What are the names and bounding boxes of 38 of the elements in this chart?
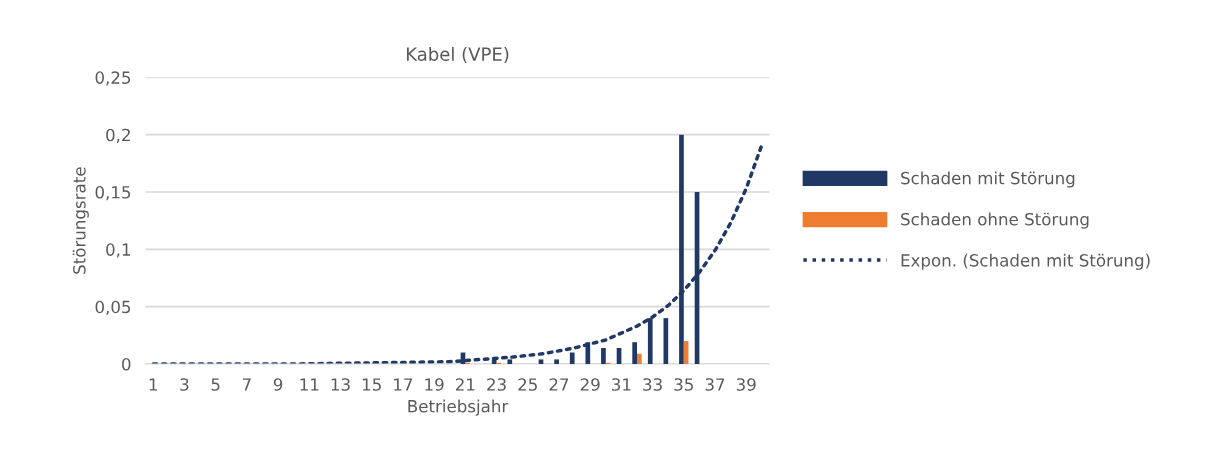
legend-label: Expon. (Schaden mit Störung) [901, 253, 1150, 270]
bar [538, 359, 544, 364]
x-tick-label: 25 [518, 378, 537, 391]
x-tick-label: 1 [149, 378, 158, 391]
bar [636, 353, 642, 364]
bar [632, 342, 637, 364]
x-tick-label: 23 [487, 378, 506, 391]
x-tick-label: 3 [180, 378, 189, 391]
y-tick-label: 0,25 [95, 71, 131, 86]
x-tick-label: 17 [394, 378, 413, 391]
y-tick-label: 0,1 [106, 243, 131, 258]
x-tick-label: 9 [273, 378, 283, 391]
bar [601, 347, 606, 364]
x-tick-label: 39 [736, 378, 756, 391]
y-tick-label: 0 [122, 357, 131, 371]
y-tick-label: 0,05 [95, 300, 131, 315]
bar [554, 359, 559, 364]
x-tick-label: 15 [362, 378, 381, 391]
x-tick-label: 13 [331, 378, 350, 391]
chart-title: Kabel (VPE) [406, 46, 509, 64]
x-tick-label: 11 [300, 378, 319, 391]
x-tick-label: 33 [643, 378, 662, 391]
y-axis-title: Störungsrate [72, 167, 89, 274]
x-tick-label: 21 [455, 378, 475, 391]
x-tick-label: 37 [705, 378, 725, 391]
y-tick-label: 0,2 [106, 128, 130, 143]
x-tick-label: 27 [549, 378, 569, 391]
x-tick-label: 29 [580, 378, 600, 391]
bar [569, 352, 575, 364]
x-tick-label: 7 [242, 378, 251, 391]
x-tick-label: 5 [211, 378, 220, 391]
legend-label: Schaden ohne Störung [901, 212, 1089, 229]
x-tick-label: 31 [612, 378, 631, 391]
legend-label: Schaden mit Störung [901, 171, 1075, 188]
x-tick-label: 19 [425, 378, 444, 391]
x-axis-title: Betriebsjahr [408, 399, 509, 416]
y-tick-label: 0,15 [95, 185, 131, 201]
x-tick-label: 35 [674, 378, 693, 391]
